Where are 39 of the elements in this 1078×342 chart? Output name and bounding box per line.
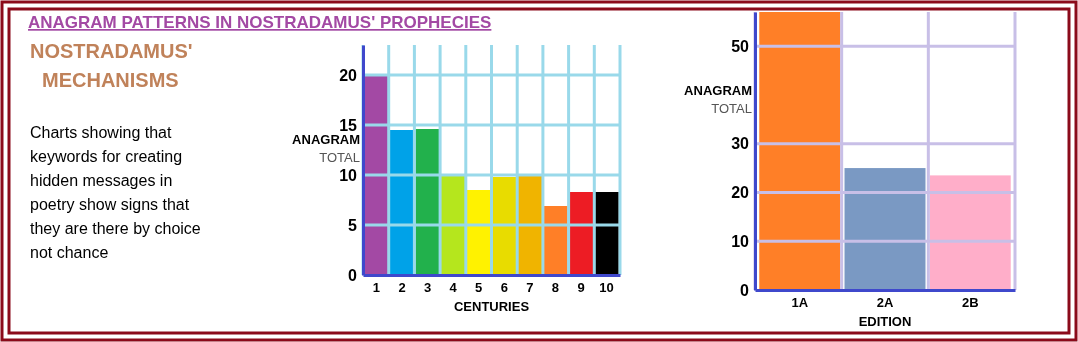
bar: [415, 129, 440, 275]
text: NOSTRADAMUS' MECHANISMS: [30, 40, 193, 91]
x-tick-label: 2A: [876, 295, 894, 311]
bar: [466, 190, 491, 275]
y-tick-label: 5: [348, 216, 358, 234]
y-tick-label: 10: [731, 232, 750, 250]
x-tick-label: 7: [526, 280, 534, 296]
bar: [594, 192, 619, 275]
bar: [844, 168, 926, 290]
y-axis-title: ANAGRAM TOTAL: [292, 131, 360, 165]
text: Charts showing that keywords for creating hidden messages in poetry show signs that they are there by choice not chance: [30, 124, 201, 261]
x-tick-label: 2: [398, 280, 406, 296]
y-tick-label: 50: [731, 37, 750, 55]
x-tick-label: 1A: [791, 295, 809, 311]
x-axis-title: EDITION: [858, 314, 912, 329]
text: ANAGRAM PATTERNS IN NOSTRADAMUS' PROPHECIES: [28, 13, 492, 32]
bar: [389, 130, 415, 275]
y-tick-label: 20: [339, 66, 358, 84]
bar: [492, 177, 517, 275]
x-tick-label: 8: [551, 280, 560, 296]
y-tick-label: 30: [731, 135, 750, 153]
bar: [929, 175, 1011, 290]
y-tick-label: 0: [740, 281, 750, 299]
x-tick-label: 2B: [961, 295, 979, 311]
y-tick-label: 15: [339, 116, 358, 134]
bar: [568, 192, 594, 275]
x-tick-label: 10: [599, 280, 614, 296]
x-tick-label: 3: [423, 280, 432, 296]
x-tick-label: 4: [449, 280, 458, 296]
bar: [759, 12, 841, 290]
y-tick-label: 20: [731, 184, 750, 202]
x-axis-title: CENTURIES: [453, 299, 530, 314]
x-tick-label: 5: [475, 280, 483, 296]
x-tick-label: 9: [577, 280, 585, 296]
x-tick-label: 6: [500, 280, 508, 296]
y-axis-title: ANAGRAM TOTAL: [684, 83, 752, 117]
x-tick-label: 1: [372, 280, 381, 296]
y-tick-label: 10: [339, 166, 358, 184]
y-tick-label: 0: [348, 266, 358, 284]
